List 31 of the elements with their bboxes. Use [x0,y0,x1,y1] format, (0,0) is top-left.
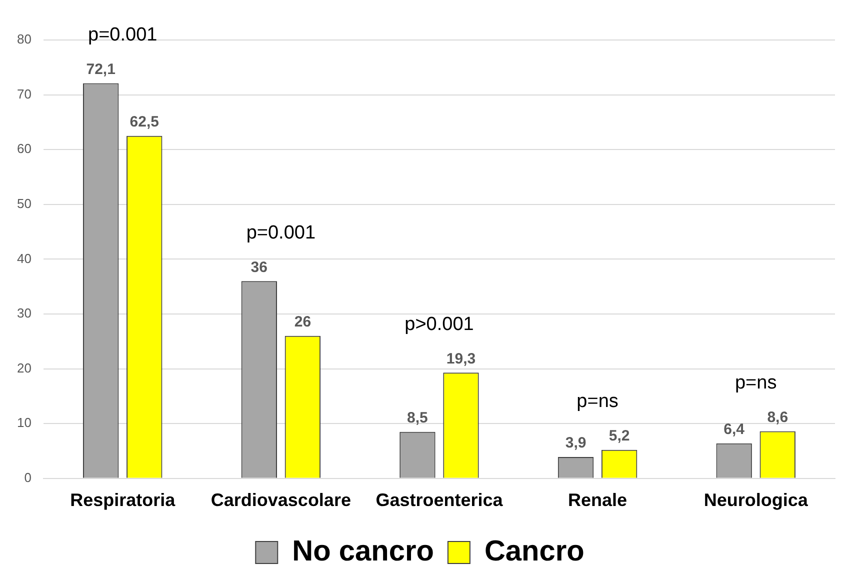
y-tick-label: 20 [16,360,32,376]
y-tick-label: 30 [16,306,32,321]
y-tick-label: 50 [16,196,32,211]
annotation: p>0.001 [404,314,474,335]
y-tick-label: 10 [16,415,32,430]
text: 36 [250,258,268,276]
text: 8,5 [407,409,428,426]
y-tick-label: 0 [24,470,32,485]
y-tick-label: 70 [16,86,32,102]
annotation: p=0.001 [88,24,158,46]
text: 72,1 [86,60,116,78]
annotation: p=ns [576,391,618,412]
text: 62,5 [130,114,159,131]
text: 3,9 [565,434,586,452]
legend-label: Cancro [484,536,584,568]
x-tick-label: Renale [568,490,628,510]
annotation: p=0.001 [246,222,316,244]
legend-label: No cancro [292,536,434,568]
y-tick-label: 80 [16,32,32,47]
text: 26 [294,314,312,331]
y-tick-label: 60 [16,141,32,156]
y-tick-label: 40 [16,250,32,266]
text: 19,3 [446,350,476,368]
x-tick-label: Gastroenterica [376,490,504,510]
annotation: p=ns [734,372,777,394]
x-tick-label: Respiratoria [70,490,176,510]
text: 8,6 [767,408,788,426]
text: 6,4 [724,420,745,438]
x-tick-label: Cardiovascolare [210,490,351,510]
x-tick-label: Neurologica [704,490,809,510]
text: 5,2 [608,428,630,445]
